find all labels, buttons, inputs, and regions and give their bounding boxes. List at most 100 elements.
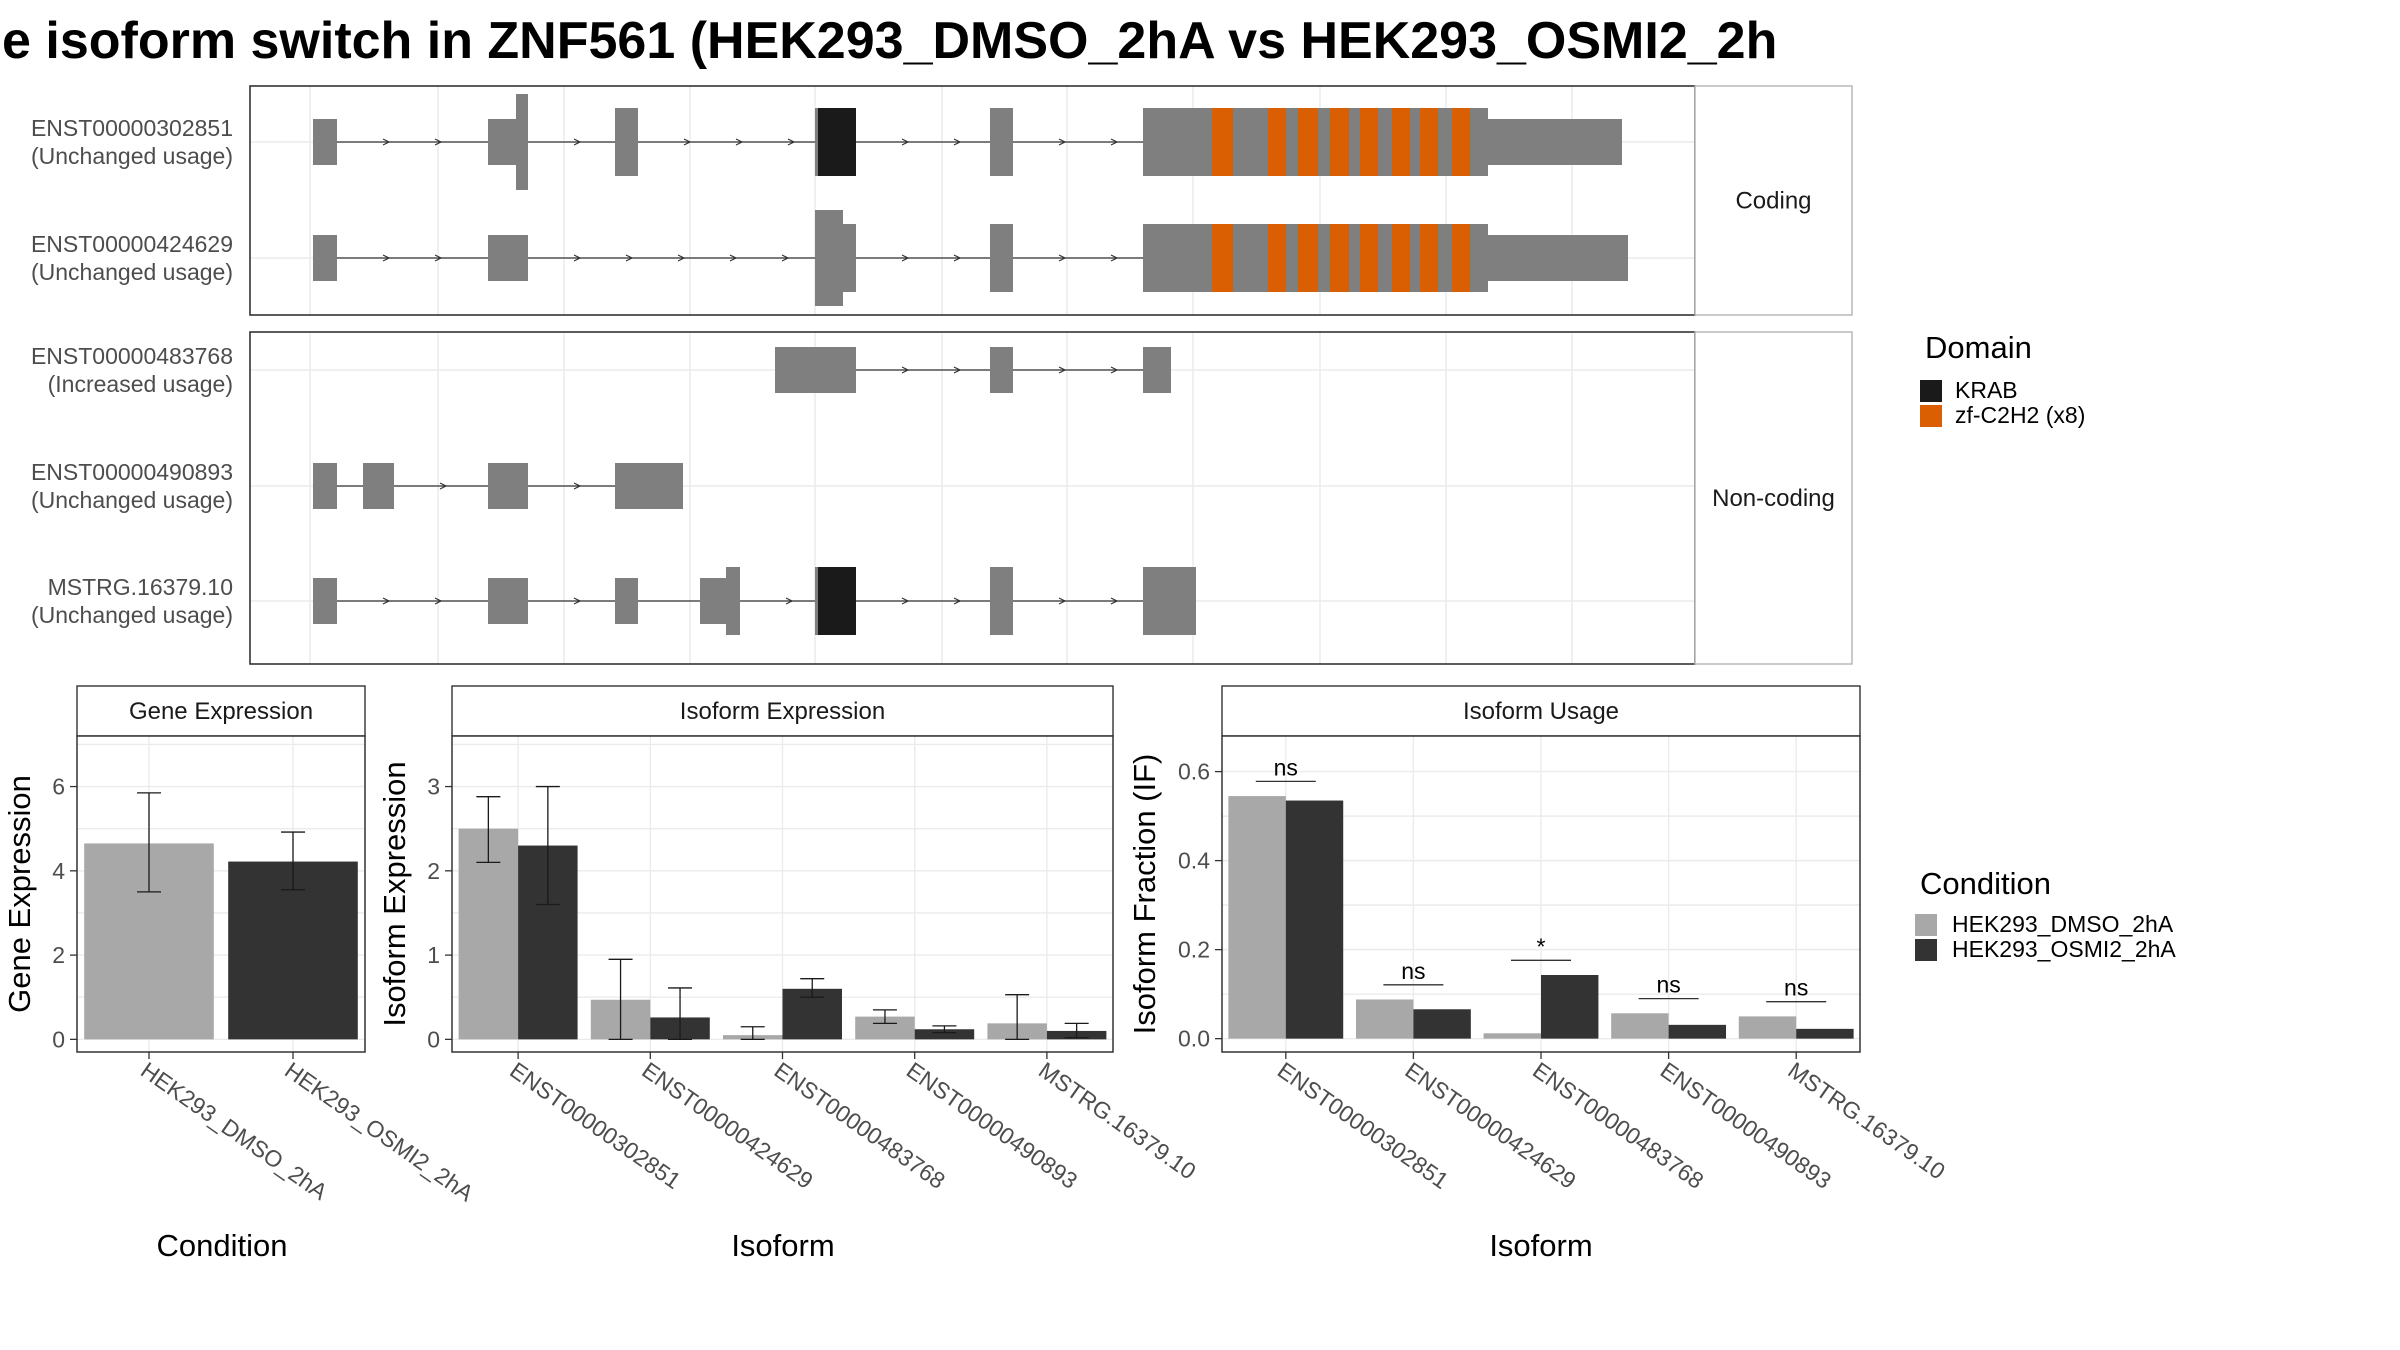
transcript-usage-label: (Unchanged usage) xyxy=(31,602,233,628)
intron-direction-arrow xyxy=(573,138,582,146)
krab-domain xyxy=(818,108,856,176)
figure-title: e isoform switch in ZNF561 (HEK293_DMSO_… xyxy=(2,12,1777,70)
legend-label: HEK293_DMSO_2hA xyxy=(1952,911,2174,937)
intron-direction-arrow xyxy=(573,597,582,605)
transcript-usage-label: (Increased usage) xyxy=(48,371,233,397)
intron-direction-arrow xyxy=(573,482,582,490)
intron-direction-arrow xyxy=(901,366,910,374)
y-tick-label: 3 xyxy=(427,774,440,800)
intron-direction-arrow xyxy=(953,254,962,262)
intron-direction-arrow xyxy=(434,597,443,605)
bar xyxy=(855,1016,915,1040)
y-axis-title: Gene Expression xyxy=(2,775,37,1013)
transcript-usage-label: (Unchanged usage) xyxy=(31,259,233,285)
legend-label: KRAB xyxy=(1955,377,2018,403)
zf-c2h2-domain xyxy=(1420,224,1438,292)
exon xyxy=(1143,567,1196,635)
transcript-id-label: ENST00000483768 xyxy=(31,343,233,369)
intron-direction-arrow xyxy=(953,366,962,374)
zf-c2h2-domain xyxy=(1360,108,1378,176)
zf-c2h2-domain xyxy=(1212,224,1233,292)
exon xyxy=(843,224,856,292)
intron-direction-arrow xyxy=(1110,138,1119,146)
zf-c2h2-domain xyxy=(1392,108,1410,176)
intron-direction-arrow xyxy=(625,254,634,262)
facet-strip-label: Coding xyxy=(1735,188,1811,215)
zf-c2h2-domain xyxy=(1268,108,1286,176)
zf-c2h2-domain xyxy=(1452,224,1470,292)
y-tick-label: 0 xyxy=(52,1026,65,1052)
exon xyxy=(488,235,528,281)
intron-direction-arrow xyxy=(1058,366,1067,374)
intron-direction-arrow xyxy=(382,138,391,146)
intron-direction-arrow xyxy=(901,254,910,262)
exon xyxy=(1488,235,1628,281)
condition-legend-title: Condition xyxy=(1920,866,2051,901)
y-tick-label: 6 xyxy=(52,774,65,800)
significance-label: ns xyxy=(1784,975,1808,1001)
intron-direction-arrow xyxy=(901,597,910,605)
exon xyxy=(700,578,726,624)
intron-direction-arrow xyxy=(677,254,686,262)
exon xyxy=(775,347,856,393)
intron-direction-arrow xyxy=(382,254,391,262)
zf-c2h2-domain xyxy=(1298,224,1318,292)
exon xyxy=(990,567,1013,635)
transcript-id-label: ENST00000490893 xyxy=(31,459,233,485)
intron-direction-arrow xyxy=(787,138,796,146)
panel-strip-label: Isoform Expression xyxy=(680,698,885,725)
intron-direction-arrow xyxy=(1058,138,1067,146)
legend-key-condition xyxy=(1915,914,1937,936)
bar xyxy=(1285,800,1344,1039)
krab-domain xyxy=(818,567,856,635)
exon xyxy=(615,578,638,624)
intron-direction-arrow xyxy=(1058,254,1067,262)
intron-direction-arrow xyxy=(1110,597,1119,605)
zf-c2h2-domain xyxy=(1330,108,1349,176)
legend-label: zf-C2H2 (x8) xyxy=(1955,402,2085,428)
exon xyxy=(516,108,528,176)
exon xyxy=(363,463,394,509)
panel-strip xyxy=(1221,685,1861,737)
significance-label: ns xyxy=(1401,958,1425,984)
bar xyxy=(1228,796,1286,1039)
y-tick-label: 0.2 xyxy=(1178,937,1210,963)
bar xyxy=(1738,1016,1797,1039)
transcript-ENST00000490893: ENST00000490893(Unchanged usage) xyxy=(31,459,683,513)
panel-strip-label: Isoform Usage xyxy=(1463,698,1619,725)
exon xyxy=(313,119,337,165)
significance-label: * xyxy=(1537,933,1546,959)
y-axis-title: Isoform Fraction (IF) xyxy=(1127,754,1162,1035)
transcript-usage-label: (Unchanged usage) xyxy=(31,143,233,169)
x-axis-title: Condition xyxy=(157,1228,288,1263)
bar xyxy=(1611,1013,1669,1039)
exon xyxy=(815,210,843,306)
exon xyxy=(726,567,740,635)
bar xyxy=(1483,1033,1541,1039)
transcript-ENST00000483768: ENST00000483768(Increased usage) xyxy=(31,343,1171,397)
intron-direction-arrow xyxy=(729,254,738,262)
intron-direction-arrow xyxy=(1110,366,1119,374)
bar xyxy=(1413,1009,1471,1039)
legend-label: HEK293_OSMI2_2hA xyxy=(1952,936,2176,962)
intron-direction-arrow xyxy=(735,138,744,146)
intron-direction-arrow xyxy=(573,254,582,262)
intron-direction-arrow xyxy=(439,482,448,490)
intron-direction-arrow xyxy=(901,138,910,146)
bar xyxy=(1796,1028,1854,1039)
domain-legend-title: Domain xyxy=(1925,330,2032,365)
intron-direction-arrow xyxy=(785,597,794,605)
y-tick-label: 0.0 xyxy=(1178,1026,1210,1052)
facet-strip xyxy=(1694,331,1853,665)
y-tick-label: 0.4 xyxy=(1178,848,1210,874)
y-tick-label: 0.6 xyxy=(1178,759,1210,785)
transcript-MSTRG.16379.10: MSTRG.16379.10(Unchanged usage) xyxy=(31,567,1196,635)
zf-c2h2-domain xyxy=(1330,224,1349,292)
intron-direction-arrow xyxy=(953,138,962,146)
exon xyxy=(615,108,638,176)
transcript-ENST00000424629: ENST00000424629(Unchanged usage) xyxy=(31,210,1628,306)
intron-direction-arrow xyxy=(1110,254,1119,262)
